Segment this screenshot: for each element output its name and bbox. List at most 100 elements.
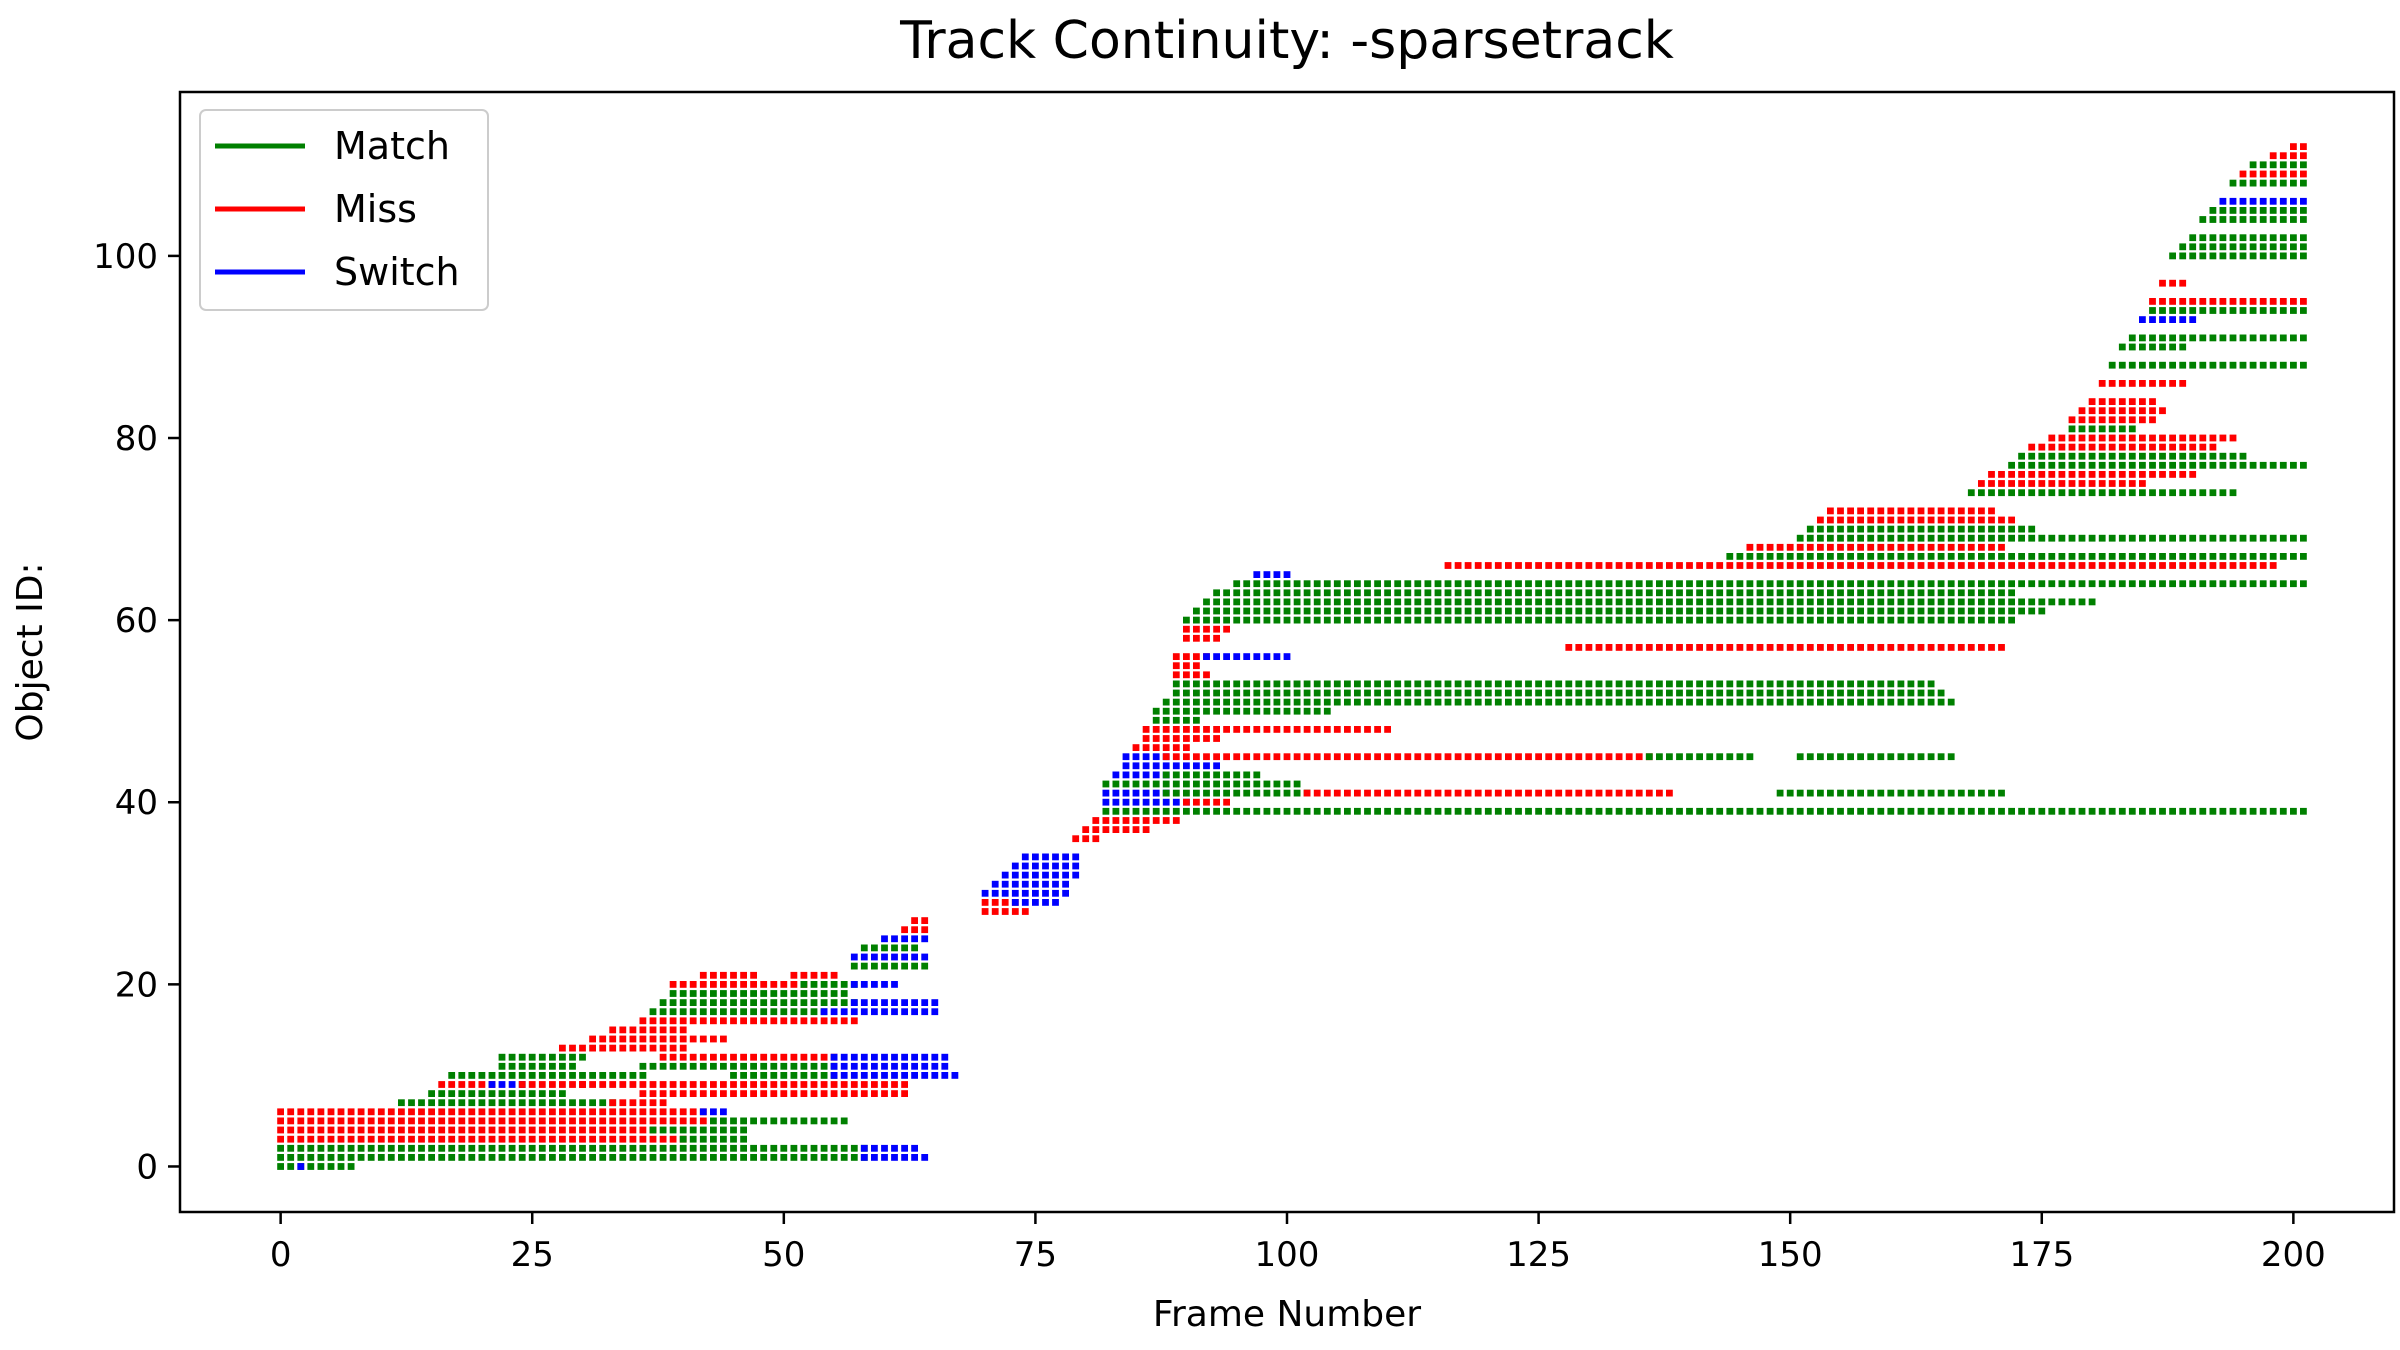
data-point-match	[1455, 608, 1462, 615]
data-point-match	[2189, 535, 2196, 542]
data-point-match	[1213, 708, 1220, 715]
data-point-miss	[529, 1108, 536, 1115]
data-point-switch	[911, 1154, 918, 1161]
data-point-miss	[2119, 471, 2126, 478]
data-point-match	[1294, 808, 1301, 815]
data-point-miss	[1183, 653, 1190, 660]
data-point-match	[1565, 589, 1572, 596]
data-point-miss	[2129, 444, 2136, 451]
data-point-match	[921, 963, 928, 970]
data-point-miss	[1787, 562, 1794, 569]
data-point-match	[1435, 589, 1442, 596]
data-point-match	[1213, 690, 1220, 697]
data-point-miss	[1425, 790, 1432, 797]
data-point-miss	[770, 1081, 777, 1088]
data-point-switch	[1062, 881, 1069, 888]
data-point-match	[1485, 808, 1492, 815]
data-point-match	[539, 1072, 546, 1079]
data-point-miss	[650, 1036, 657, 1043]
data-point-match	[1787, 589, 1794, 596]
data-point-match	[599, 1154, 606, 1161]
data-point-miss	[509, 1136, 516, 1143]
data-point-match	[1787, 608, 1794, 615]
data-point-match	[2240, 234, 2247, 241]
data-point-switch	[1062, 872, 1069, 879]
data-point-match	[1243, 699, 1250, 706]
track-segment	[2069, 416, 2156, 423]
data-point-switch	[1022, 863, 1029, 870]
track-segment	[1072, 835, 1099, 842]
data-point-switch	[911, 954, 918, 961]
data-point-match	[1264, 681, 1271, 688]
data-point-miss	[1334, 726, 1341, 733]
data-point-match	[2008, 526, 2015, 533]
y-tick-label: 60	[115, 601, 158, 641]
data-point-match	[2149, 580, 2156, 587]
data-point-switch	[1143, 772, 1150, 779]
data-point-match	[1465, 681, 1472, 688]
data-point-match	[1918, 553, 1925, 560]
data-point-match	[1726, 681, 1733, 688]
data-point-match	[1928, 753, 1935, 760]
data-point-match	[1223, 772, 1230, 779]
data-point-switch	[1243, 653, 1250, 660]
data-point-match	[1626, 681, 1633, 688]
data-point-match	[1535, 589, 1542, 596]
data-point-match	[328, 1154, 335, 1161]
data-point-match	[1877, 617, 1884, 624]
data-point-miss	[2109, 398, 2116, 405]
data-point-match	[2079, 426, 2086, 433]
data-point-switch	[851, 999, 858, 1006]
data-point-miss	[2119, 562, 2126, 569]
data-point-miss	[821, 1017, 828, 1024]
data-point-match	[700, 1136, 707, 1143]
data-point-match	[1787, 599, 1794, 606]
data-point-match	[2260, 580, 2267, 587]
data-point-miss	[318, 1127, 325, 1134]
data-point-match	[2028, 599, 2035, 606]
track-segment	[982, 890, 1069, 897]
data-point-match	[1998, 608, 2005, 615]
data-point-miss	[1918, 644, 1925, 651]
data-point-match	[1938, 808, 1945, 815]
data-point-match	[1485, 699, 1492, 706]
data-point-miss	[2109, 444, 2116, 451]
data-point-match	[1857, 599, 1864, 606]
data-point-match	[1817, 790, 1824, 797]
data-point-match	[2059, 580, 2066, 587]
data-point-miss	[1575, 753, 1582, 760]
data-point-match	[1958, 553, 1965, 560]
data-point-match	[1223, 617, 1230, 624]
data-point-match	[1887, 617, 1894, 624]
data-point-match	[1827, 608, 1834, 615]
data-point-miss	[1183, 753, 1190, 760]
data-point-switch	[1052, 863, 1059, 870]
data-point-match	[2210, 580, 2217, 587]
data-point-match	[1938, 589, 1945, 596]
data-point-miss	[2109, 416, 2116, 423]
data-point-miss	[2109, 407, 2116, 414]
data-point-match	[1908, 808, 1915, 815]
data-point-match	[2280, 180, 2287, 187]
data-point-match	[1747, 553, 1754, 560]
data-point-miss	[559, 1045, 566, 1052]
data-point-match	[1223, 690, 1230, 697]
data-point-miss	[609, 1081, 616, 1088]
data-point-match	[1545, 617, 1552, 624]
data-point-miss	[1837, 544, 1844, 551]
data-point-match	[1344, 681, 1351, 688]
data-point-miss	[1414, 790, 1421, 797]
data-point-match	[650, 1127, 657, 1134]
data-point-match	[690, 1154, 697, 1161]
data-point-match	[519, 1154, 526, 1161]
data-point-match	[861, 963, 868, 970]
data-point-miss	[2280, 298, 2287, 305]
data-point-match	[1304, 599, 1311, 606]
data-point-match	[2069, 580, 2076, 587]
data-point-match	[1596, 681, 1603, 688]
data-point-miss	[690, 1036, 697, 1043]
data-point-match	[1596, 580, 1603, 587]
data-point-match	[549, 1063, 556, 1070]
data-point-match	[1968, 589, 1975, 596]
data-point-match	[2139, 808, 2146, 815]
